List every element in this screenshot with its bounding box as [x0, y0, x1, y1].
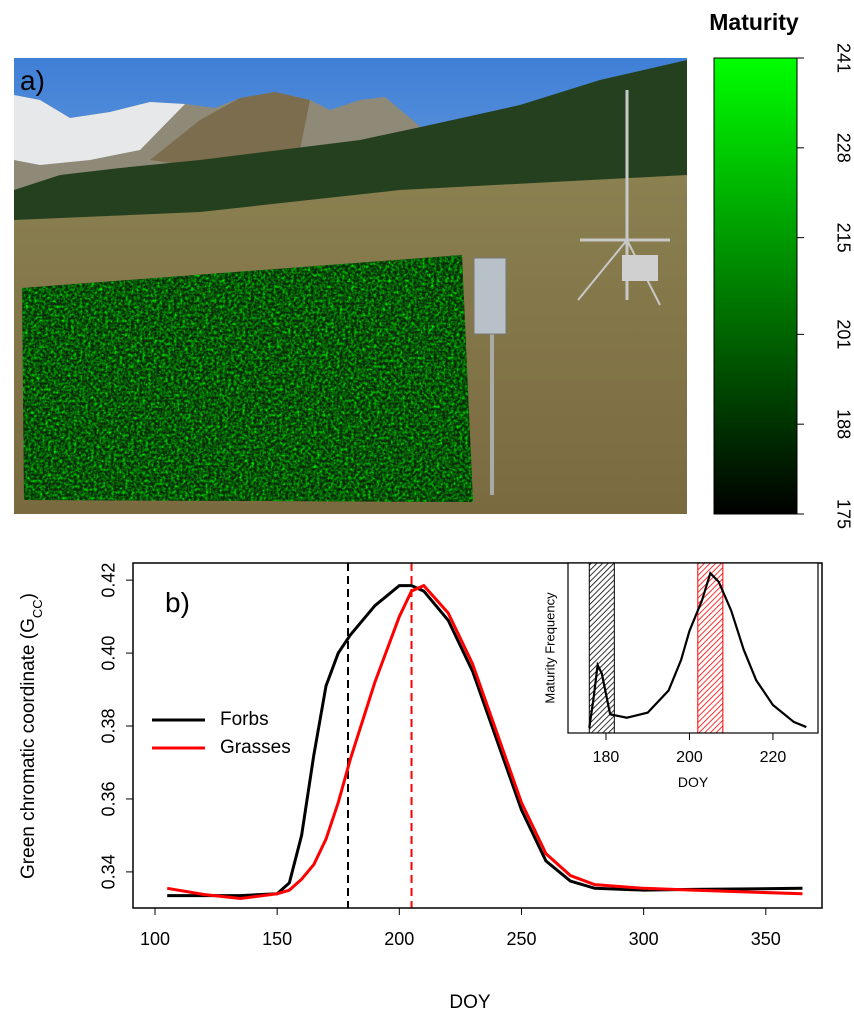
series-line: [166, 583, 803, 901]
plot-frame: [132, 562, 823, 909]
colorbar-tick-label: 175: [833, 499, 853, 529]
x-tick-label: 180: [593, 749, 620, 766]
colorbar: [713, 57, 798, 515]
y-axis-label: Maturity Frequency: [542, 592, 557, 704]
x-tick-label: 150: [262, 929, 292, 949]
x-tick-label: 200: [676, 749, 703, 766]
y-tick-label: 0.40: [99, 636, 119, 671]
legend-label: Forbs: [220, 709, 269, 730]
colorbar-tick-label: 188: [833, 409, 853, 439]
colorbar-tick-label: 241: [833, 43, 853, 73]
x-tick-label: 350: [751, 929, 781, 949]
photo: [14, 58, 687, 514]
y-axis-label: Green chromatic coordinate (GCC): [18, 593, 45, 879]
x-tick-label: 200: [384, 929, 414, 949]
x-axis-label: DOY: [678, 774, 709, 790]
band: [697, 562, 724, 734]
y-axis-label-part: ): [18, 593, 39, 599]
colorbar-tick-label: 228: [833, 133, 853, 163]
x-tick-label: 250: [506, 929, 536, 949]
panel-label: b): [165, 587, 190, 618]
y-axis-label-part: CC: [30, 599, 45, 618]
x-tick-label: 100: [140, 929, 170, 949]
colorbar-tick-label: 215: [833, 223, 853, 253]
x-tick-label: 300: [629, 929, 659, 949]
y-tick-label: 0.38: [99, 708, 119, 743]
colorbar-title: Maturity: [709, 9, 799, 35]
y-tick-label: 0.36: [99, 781, 119, 816]
y-tick-label: 0.34: [99, 854, 119, 889]
x-axis-label: DOY: [449, 992, 491, 1013]
colorbar-tick-label: 201: [833, 319, 853, 349]
x-tick-label: 220: [760, 749, 787, 766]
y-tick-label: 0.42: [99, 563, 119, 598]
inset-frame: [567, 562, 819, 734]
series-line: [167, 584, 803, 898]
legend-label: Grasses: [220, 737, 291, 758]
density-line: [588, 571, 807, 729]
y-axis-label-part: Green chromatic coordinate (G: [18, 618, 39, 879]
panel-label: a): [20, 65, 45, 96]
